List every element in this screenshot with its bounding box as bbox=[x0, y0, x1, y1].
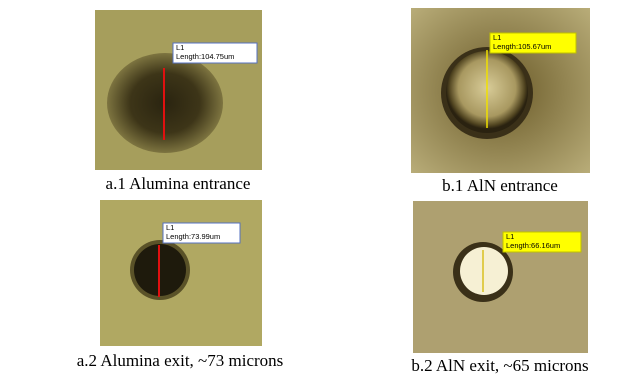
caption: a.2 Alumina exit, ~73 microns bbox=[77, 351, 284, 370]
hole bbox=[460, 247, 508, 295]
label: L1 bbox=[506, 232, 514, 241]
caption: a.1 Alumina entrance bbox=[106, 174, 251, 193]
label: L1 bbox=[166, 223, 174, 232]
panel-b2: L1 Length:66.16um b.2 AlN exit, ~65 micr… bbox=[411, 201, 588, 375]
measurement: Length:104.75um bbox=[176, 52, 234, 61]
panel-a2: L1 Length:73.99um a.2 Alumina exit, ~73 … bbox=[77, 200, 284, 370]
caption: b.1 AlN entrance bbox=[442, 176, 558, 195]
figure: L1 Length:104.75um a.1 Alumina entrance … bbox=[0, 0, 637, 378]
label: L1 bbox=[176, 43, 184, 52]
label: L1 bbox=[493, 33, 501, 42]
caption: b.2 AlN exit, ~65 microns bbox=[411, 356, 588, 375]
measurement: Length:66.16um bbox=[506, 241, 560, 250]
panel-b1: L1 Length:105.67um b.1 AlN entrance bbox=[411, 8, 590, 195]
measurement: Length:105.67um bbox=[493, 42, 551, 51]
panel-a1: L1 Length:104.75um a.1 Alumina entrance bbox=[95, 10, 262, 193]
measurement: Length:73.99um bbox=[166, 232, 220, 241]
